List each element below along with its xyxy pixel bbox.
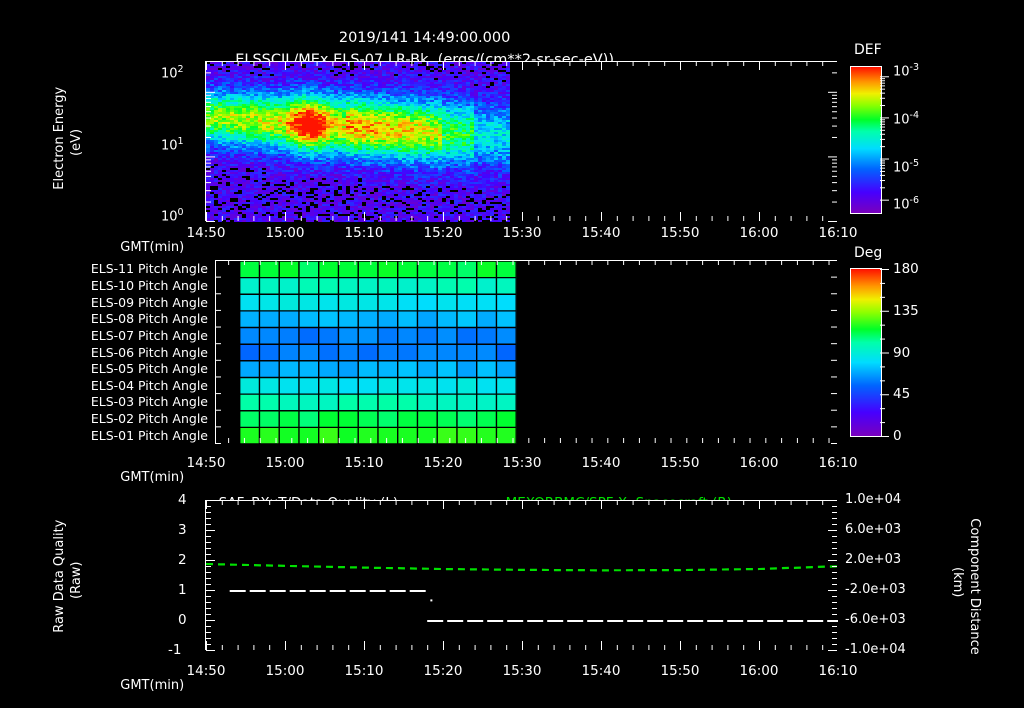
panel3-right-tick-5: -1.0e+04 bbox=[845, 642, 906, 657]
time-tick-label: 15:00 bbox=[265, 663, 305, 679]
panel3-right-tick-4: -6.0e+03 bbox=[845, 612, 906, 627]
panel3-left-tick-4: 4 bbox=[178, 492, 187, 508]
time-tick-label: 16:10 bbox=[818, 225, 858, 241]
time-tick-label: 16:10 bbox=[818, 455, 858, 471]
panel3-time-axis-label-text: GMT(min) bbox=[120, 678, 185, 693]
def-colorbar bbox=[850, 66, 882, 214]
panel2-time-axis-label-text: GMT(min) bbox=[120, 470, 185, 485]
time-tick-label: 15:40 bbox=[581, 663, 621, 679]
deg-tick-0: 0 bbox=[893, 428, 902, 444]
pitch-angle-row-label: ELS-09 Pitch Angle bbox=[90, 294, 208, 310]
def-tick-1e-5: 10-5 bbox=[893, 158, 920, 176]
panel3-ylabel-right-text: Component Distance (km) bbox=[950, 518, 982, 655]
time-tick-label: 14:50 bbox=[186, 455, 226, 471]
panel3-left-tick-0: 0 bbox=[178, 612, 187, 628]
panel1-ytick-10: 101 bbox=[161, 136, 184, 154]
deg-tick-180: 180 bbox=[893, 261, 919, 277]
deg-tick-90: 90 bbox=[893, 344, 911, 361]
def-colorbar-title: DEF bbox=[854, 42, 882, 58]
panel3-ylabel-left: Raw Data Quality (Raw) bbox=[34, 500, 84, 660]
time-tick-label: 16:00 bbox=[739, 455, 779, 471]
panel3-time-axis-label: GMT(min) bbox=[112, 663, 184, 693]
panel3-ylabel-left-text: Raw Data Quality (Raw) bbox=[52, 519, 84, 633]
deg-colorbar-title-text: Deg bbox=[854, 245, 883, 261]
time-tick-label: 15:30 bbox=[502, 225, 542, 241]
title-timestamp: 2019/141 14:49:00.000 bbox=[338, 30, 511, 46]
deg-colorbar bbox=[850, 268, 882, 437]
time-tick-label: 16:00 bbox=[739, 663, 779, 679]
panel3-left-tick-1: 1 bbox=[178, 582, 187, 598]
pitch-angle-row-label: ELS-06 Pitch Angle bbox=[90, 344, 208, 360]
panel1-ylabel: Electron Energy (eV) bbox=[34, 60, 84, 225]
panel3-left-tick--1: -1 bbox=[168, 642, 182, 658]
panel3-right-tick-1: 6.0e+03 bbox=[845, 522, 902, 537]
time-tick-label: 15:40 bbox=[581, 455, 621, 471]
panel3-right-tick-2: 2.0e+03 bbox=[845, 552, 902, 567]
time-tick-label: 15:30 bbox=[502, 663, 542, 679]
pitch-angle-row-label: ELS-08 Pitch Angle bbox=[90, 311, 208, 327]
def-colorbar-ticks bbox=[880, 59, 896, 219]
pitch-angle-row-label: ELS-05 Pitch Angle bbox=[90, 361, 208, 377]
panel2-axis-ticks bbox=[195, 248, 875, 468]
pitch-angle-row-label: ELS-03 Pitch Angle bbox=[90, 394, 208, 410]
panel1-ylabel-text: Electron Energy (eV) bbox=[52, 86, 84, 190]
def-tick-1e-4: 10-4 bbox=[893, 110, 920, 128]
deg-tick-45: 45 bbox=[893, 386, 911, 403]
pitch-angle-row-label: ELS-02 Pitch Angle bbox=[90, 411, 208, 427]
deg-colorbar-ticks bbox=[880, 262, 896, 442]
time-tick-label: 15:20 bbox=[423, 455, 463, 471]
time-tick-label: 15:10 bbox=[344, 225, 384, 241]
time-tick-label: 15:10 bbox=[344, 455, 384, 471]
panel1-axis-ticks bbox=[185, 50, 865, 250]
time-tick-label: 15:00 bbox=[265, 455, 305, 471]
panel3-left-tick-3: 3 bbox=[178, 522, 187, 538]
time-tick-label: 15:50 bbox=[660, 455, 700, 471]
deg-colorbar-title: Deg bbox=[854, 245, 882, 261]
time-tick-label: 16:10 bbox=[818, 663, 858, 679]
pitch-angle-row-label: ELS-01 Pitch Angle bbox=[90, 427, 208, 443]
def-tick-1e-3: 10-3 bbox=[893, 62, 920, 80]
panel3-right-tick-0: 1.0e+04 bbox=[845, 492, 902, 507]
time-tick-label: 15:40 bbox=[581, 225, 621, 241]
time-tick-label: 15:20 bbox=[423, 225, 463, 241]
time-tick-label: 15:30 bbox=[502, 455, 542, 471]
time-tick-label: 15:50 bbox=[660, 663, 700, 679]
panel1-time-axis-label: GMT(min) bbox=[112, 225, 184, 255]
def-tick-1e-6: 10-6 bbox=[893, 195, 920, 213]
deg-tick-135: 135 bbox=[893, 302, 919, 319]
pitch-angle-row-label: ELS-04 Pitch Angle bbox=[90, 377, 208, 393]
panel2-time-axis-label: GMT(min) bbox=[112, 455, 184, 485]
pitch-angle-row-label: ELS-11 Pitch Angle bbox=[90, 261, 208, 277]
time-tick-label: 16:00 bbox=[739, 225, 779, 241]
pitch-angle-row-label: ELS-10 Pitch Angle bbox=[90, 277, 208, 293]
time-tick-label: 15:00 bbox=[265, 225, 305, 241]
pitch-angle-row-label: ELS-07 Pitch Angle bbox=[90, 327, 208, 343]
panel3-ylabel-right: Component Distance (km) bbox=[950, 500, 1000, 665]
time-tick-label: 14:50 bbox=[186, 663, 226, 679]
panel1-ytick-1: 100 bbox=[161, 207, 184, 225]
time-tick-label: 15:20 bbox=[423, 663, 463, 679]
panel3-left-tick-2: 2 bbox=[178, 552, 187, 568]
panel3-right-tick-3: -2.0e+03 bbox=[845, 582, 906, 597]
time-tick-label: 15:50 bbox=[660, 225, 700, 241]
time-tick-label: 14:50 bbox=[186, 225, 226, 241]
panel1-ytick-100: 102 bbox=[161, 64, 184, 82]
page-title: 2019/141 14:49:00.000 bbox=[0, 14, 840, 46]
panel1-time-axis-label-text: GMT(min) bbox=[120, 240, 185, 255]
def-colorbar-title-text: DEF bbox=[854, 42, 882, 58]
panel3-axis-ticks bbox=[180, 485, 880, 675]
time-tick-label: 15:10 bbox=[344, 663, 384, 679]
